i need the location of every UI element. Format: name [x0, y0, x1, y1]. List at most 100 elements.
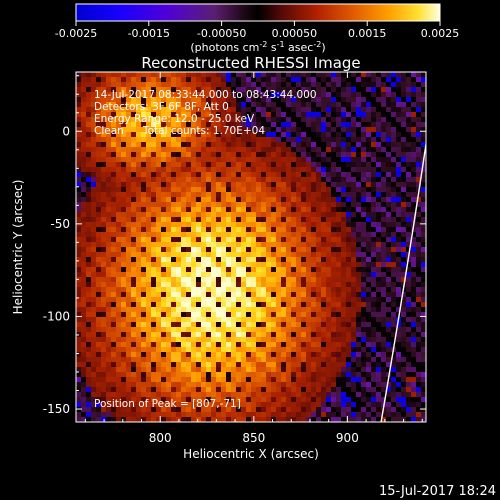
heatmap-cell — [406, 402, 412, 408]
heatmap-cell — [411, 92, 417, 98]
heatmap-cell — [211, 127, 217, 133]
heatmap-cell — [221, 327, 227, 333]
heatmap-cell — [131, 332, 137, 338]
heatmap-cell — [371, 252, 377, 258]
heatmap-cell — [261, 87, 267, 93]
heatmap-cell — [386, 302, 392, 308]
heatmap-cell — [316, 142, 322, 148]
heatmap-cell — [166, 232, 172, 238]
heatmap-cell — [256, 327, 262, 333]
heatmap-cell — [281, 242, 287, 248]
heatmap-cell — [351, 137, 357, 143]
heatmap-cell — [326, 112, 332, 118]
heatmap-cell — [186, 217, 192, 223]
heatmap-cell — [81, 267, 87, 273]
heatmap-cell — [406, 287, 412, 293]
heatmap-cell — [241, 322, 247, 328]
heatmap-cell — [361, 337, 367, 343]
heatmap-cell — [246, 202, 252, 208]
heatmap-cell — [406, 367, 412, 373]
heatmap-cell — [256, 132, 262, 138]
heatmap-cell — [251, 317, 257, 323]
heatmap-cell — [336, 207, 342, 213]
heatmap-cell — [301, 112, 307, 118]
heatmap-cell — [351, 207, 357, 213]
heatmap-cell — [401, 142, 407, 148]
heatmap-cell — [261, 312, 267, 318]
heatmap-cell — [331, 152, 337, 158]
heatmap-cell — [101, 127, 107, 133]
heatmap-cell — [301, 147, 307, 153]
heatmap-cell — [361, 297, 367, 303]
heatmap-cell — [271, 242, 277, 248]
heatmap-cell — [366, 227, 372, 233]
heatmap-cell — [366, 392, 372, 398]
heatmap-cell — [236, 372, 242, 378]
heatmap-cell — [341, 172, 347, 178]
heatmap-cell — [331, 382, 337, 388]
heatmap-cell — [251, 247, 257, 253]
heatmap-cell — [306, 247, 312, 253]
heatmap-cell — [326, 267, 332, 273]
heatmap-cell — [121, 417, 127, 422]
heatmap-cell — [186, 332, 192, 338]
heatmap-cell — [311, 132, 317, 138]
heatmap-cell — [376, 102, 382, 108]
heatmap-cell — [96, 147, 102, 153]
heatmap-cell — [311, 202, 317, 208]
heatmap-cell — [116, 412, 122, 418]
heatmap-cell — [86, 122, 92, 128]
heatmap-cell — [276, 352, 282, 358]
heatmap-cell — [231, 322, 237, 328]
heatmap-cell — [161, 287, 167, 293]
heatmap-cell — [421, 137, 426, 143]
heatmap-cell — [166, 292, 172, 298]
heatmap-cell — [171, 182, 177, 188]
heatmap-cell — [331, 237, 337, 243]
heatmap-cell — [271, 292, 277, 298]
heatmap-cell — [341, 312, 347, 318]
heatmap-cell — [306, 127, 312, 133]
heatmap-cell — [276, 312, 282, 318]
heatmap-cell — [411, 267, 417, 273]
heatmap-cell — [96, 77, 102, 83]
heatmap-cell — [321, 377, 327, 383]
heatmap-cell — [101, 227, 107, 233]
heatmap-cell — [266, 312, 272, 318]
heatmap-cell — [311, 92, 317, 98]
heatmap-cell — [356, 317, 362, 323]
heatmap-cell — [416, 302, 422, 308]
heatmap-cell — [86, 272, 92, 278]
colorbar-tick-label: 0.0015 — [348, 27, 387, 40]
heatmap-cell — [226, 237, 232, 243]
heatmap-cell — [91, 87, 97, 93]
heatmap-cell — [166, 352, 172, 358]
heatmap-cell — [396, 237, 402, 243]
heatmap-cell — [376, 197, 382, 203]
heatmap-cell — [366, 252, 372, 258]
heatmap-cell — [116, 192, 122, 198]
heatmap-cell — [331, 112, 337, 118]
heatmap-cell — [371, 387, 377, 393]
heatmap-cell — [241, 157, 247, 163]
heatmap-cell — [296, 392, 302, 398]
heatmap-cell — [296, 87, 302, 93]
heatmap-cell — [116, 372, 122, 378]
heatmap-cell — [141, 312, 147, 318]
heatmap-cell — [96, 222, 102, 228]
heatmap-cell — [256, 172, 262, 178]
heatmap-cell — [381, 222, 387, 228]
heatmap-cell — [311, 107, 317, 113]
heatmap-cell — [111, 352, 117, 358]
heatmap-cell — [326, 347, 332, 353]
heatmap-cell — [366, 317, 372, 323]
heatmap-cell — [86, 282, 92, 288]
heatmap-cell — [281, 377, 287, 383]
heatmap-cell — [356, 322, 362, 328]
heatmap-cell — [131, 297, 137, 303]
heatmap-cell — [201, 412, 207, 418]
heatmap-cell — [296, 82, 302, 88]
heatmap-cell — [366, 177, 372, 183]
heatmap-cell — [306, 167, 312, 173]
heatmap-cell — [191, 152, 197, 158]
